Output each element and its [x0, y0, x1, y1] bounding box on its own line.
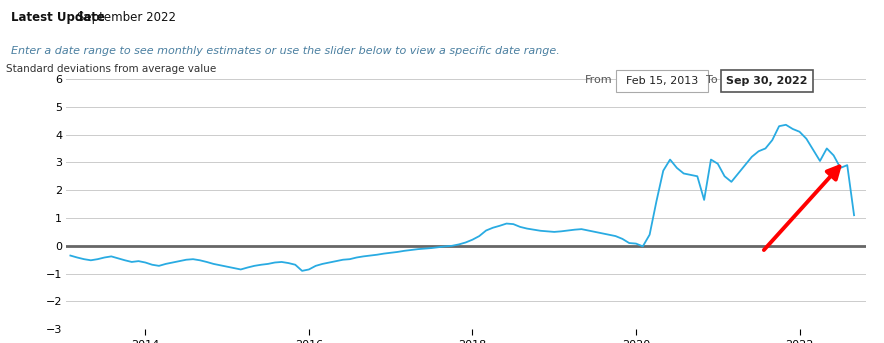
Text: Latest Update: Latest Update: [11, 11, 104, 24]
FancyArrowPatch shape: [764, 166, 840, 250]
Text: Feb 15, 2013: Feb 15, 2013: [626, 76, 698, 86]
Text: To: To: [706, 75, 718, 85]
Text: September 2022: September 2022: [77, 11, 176, 24]
Text: Enter a date range to see monthly estimates or use the slider below to view a sp: Enter a date range to see monthly estima…: [11, 46, 560, 57]
FancyBboxPatch shape: [616, 70, 708, 92]
Text: Sep 30, 2022: Sep 30, 2022: [727, 76, 808, 86]
Text: From: From: [585, 75, 613, 85]
FancyBboxPatch shape: [721, 70, 813, 92]
Text: Standard deviations from average value: Standard deviations from average value: [6, 64, 217, 74]
